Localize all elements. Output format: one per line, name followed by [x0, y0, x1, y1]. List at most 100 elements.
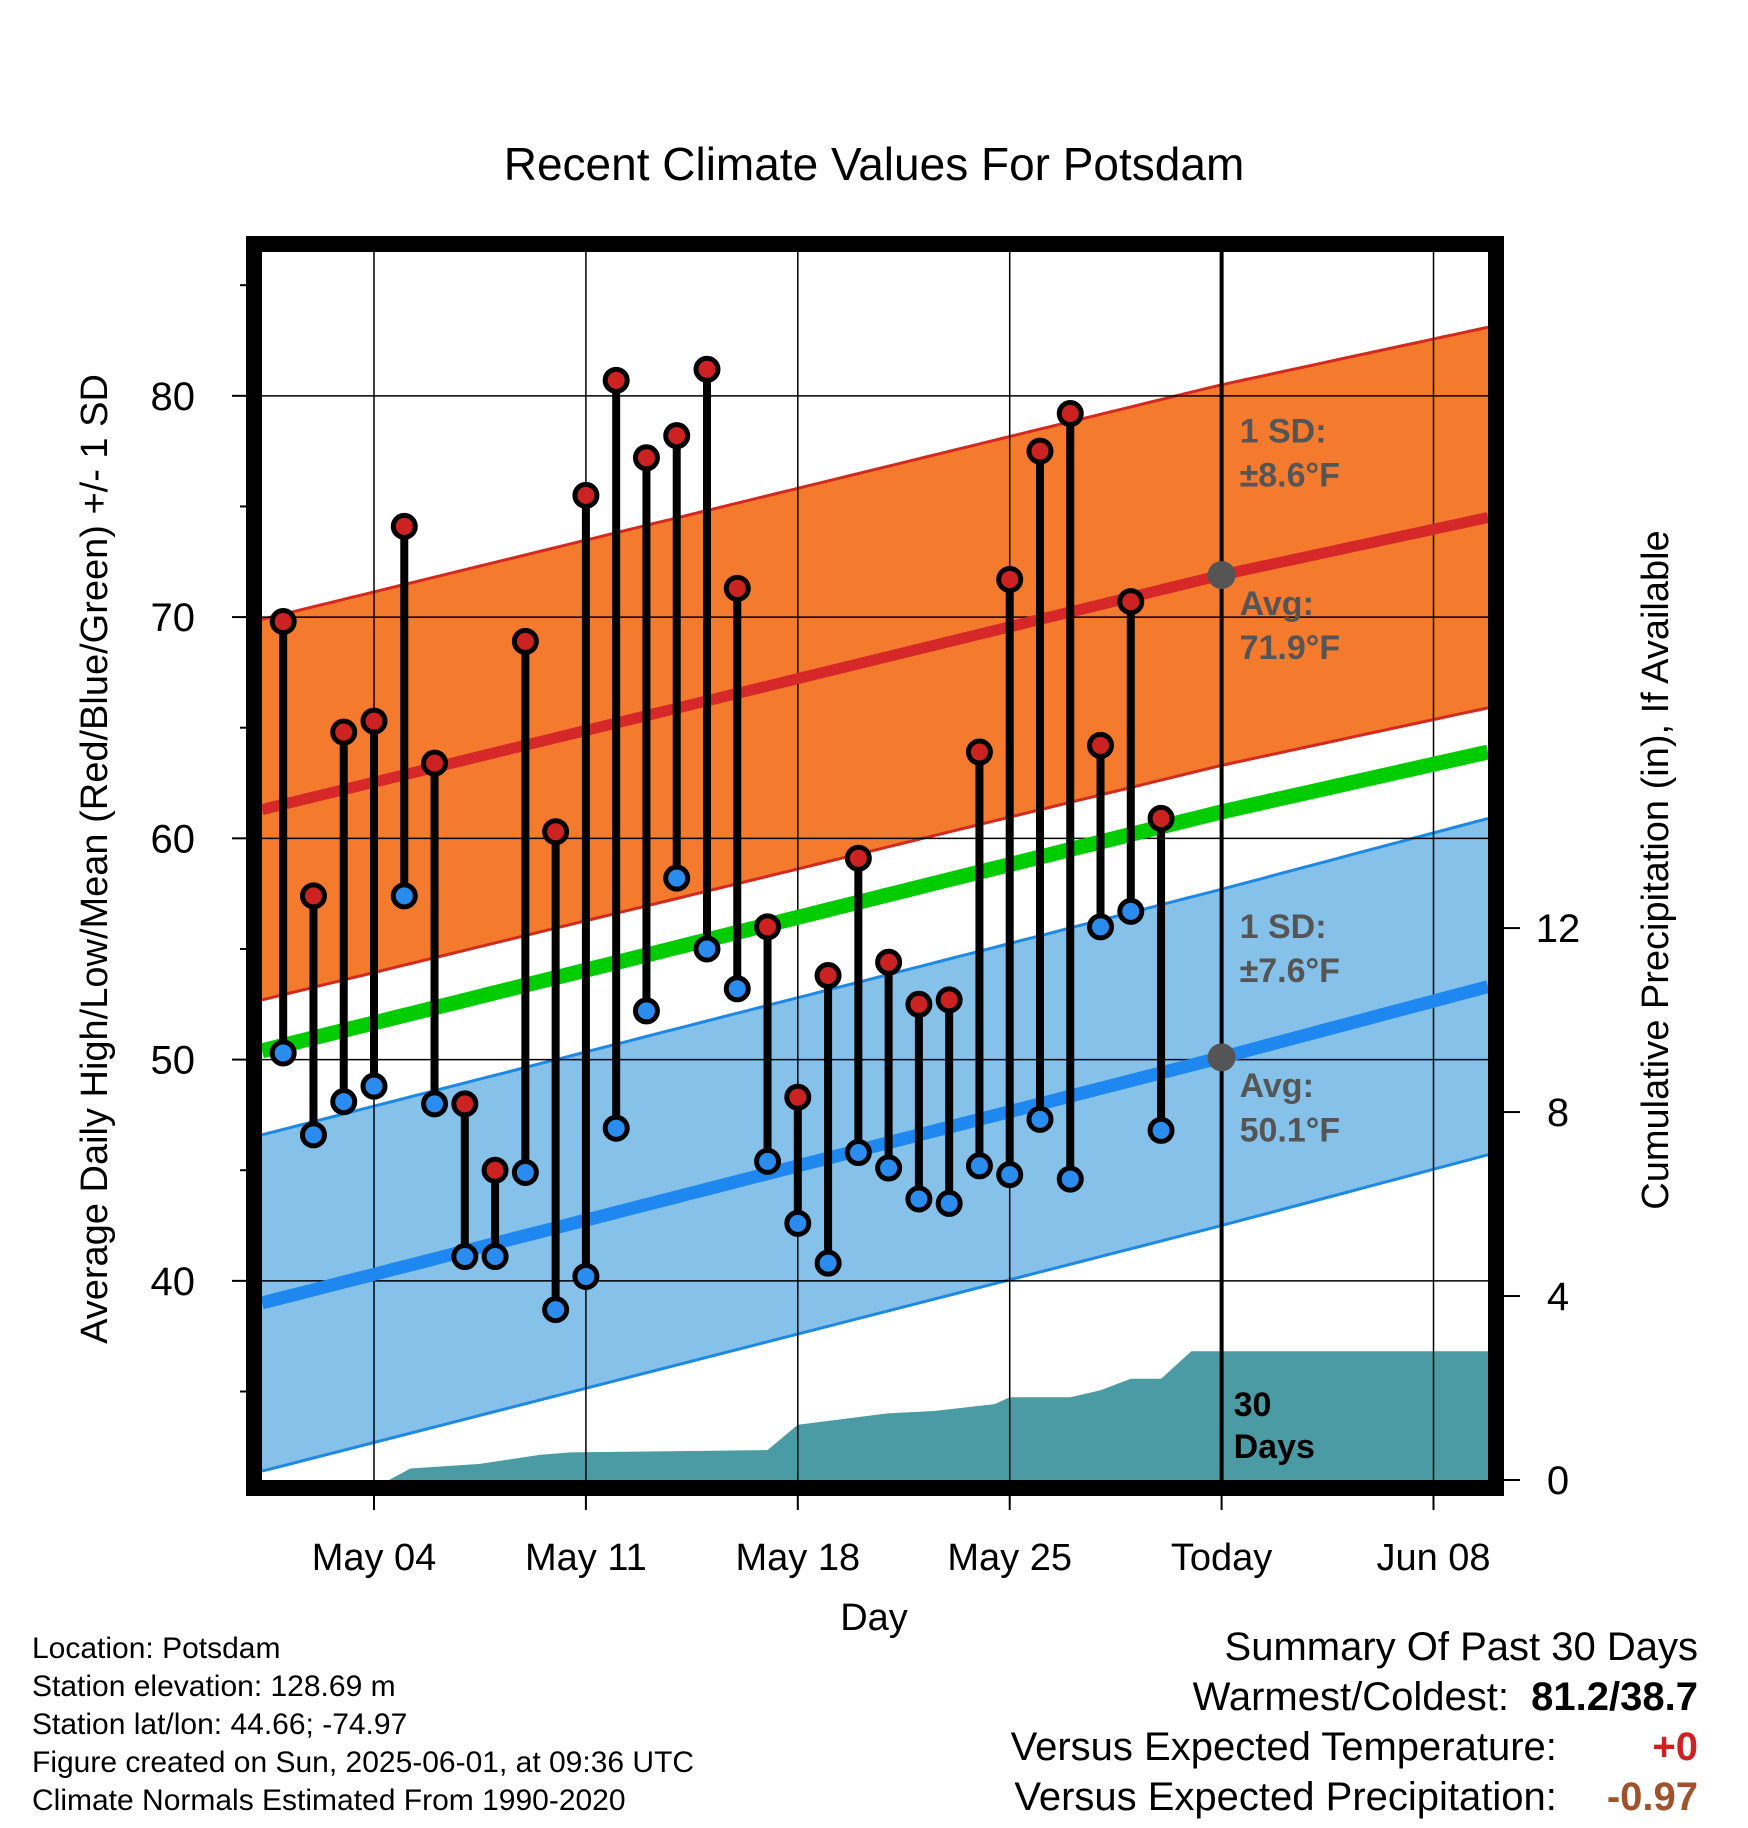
daily-high-point [996, 565, 1024, 593]
summary-warmest-value: 81.2/38.7 [1531, 1675, 1698, 1719]
x-tick-label: May 25 [947, 1537, 1072, 1579]
high-avg-value: 71.9°F [1240, 629, 1341, 667]
mean-avg-line [262, 744, 1488, 1059]
daily-high-point [390, 512, 418, 540]
x-tick-label: Today [1171, 1537, 1272, 1579]
precip-area [262, 1351, 1488, 1480]
daily-low-point [693, 935, 721, 963]
daily-low-point [1056, 1165, 1084, 1193]
high-avg-label: Avg: [1240, 585, 1314, 623]
summary-title: Summary Of Past 30 Days [1224, 1625, 1698, 1669]
summary-precip-value: -0.97 [1606, 1775, 1698, 1819]
summary-temp: Versus Expected Temperature: +0 [1011, 1725, 1698, 1770]
daily-low-point [481, 1243, 509, 1271]
info-created: Figure created on Sun, 2025-06-01, at 09… [32, 1746, 695, 1779]
chart-title: Recent Climate Values For Potsdam [504, 138, 1245, 190]
daily-low-point [299, 1121, 327, 1149]
daily-low-point [754, 1147, 782, 1175]
daily-low-point [511, 1158, 539, 1186]
high-avg-line [262, 512, 1488, 815]
period-unit-label: Days [1234, 1428, 1315, 1466]
summary-warmest: Warmest/Coldest: 81.2/38.7 [1193, 1675, 1698, 1720]
y-tick-label: 60 [151, 817, 196, 861]
x-tick-label: May 18 [735, 1537, 860, 1579]
today-high-avg-marker [1207, 561, 1236, 590]
daily-low-point [905, 1185, 933, 1213]
summary-temp-label: Versus Expected Temperature: [1010, 1725, 1557, 1769]
daily-low-point [390, 882, 418, 910]
low-sd-label: 1 SD: [1240, 908, 1327, 946]
y2-tick-label: 12 [1536, 907, 1581, 951]
info-elevation: Station elevation: 128.69 m [32, 1670, 396, 1703]
daily-high-point [360, 707, 388, 735]
daily-high-point [1056, 400, 1084, 428]
y-tick-label: 70 [151, 596, 196, 640]
high-sd-label: 1 SD: [1240, 412, 1327, 450]
y-tick-label: 40 [151, 1260, 196, 1304]
daily-high-point [269, 608, 297, 636]
high-sd-value: ±8.6°F [1240, 457, 1340, 495]
low-avg-label: Avg: [1240, 1067, 1314, 1105]
daily-high-point [511, 627, 539, 655]
daily-high-point [784, 1083, 812, 1111]
y2-axis-label: Cumulative Precipitation (in), If Availa… [1635, 530, 1677, 1209]
daily-high-point [451, 1090, 479, 1118]
daily-high-point [632, 444, 660, 472]
daily-low-point [784, 1209, 812, 1237]
daily-high-point [572, 481, 600, 509]
daily-low-point [1087, 913, 1115, 941]
daily-low-point [1117, 897, 1145, 925]
daily-high-point [299, 882, 327, 910]
y-tick-label: 80 [151, 375, 196, 419]
daily-low-point [421, 1090, 449, 1118]
daily-low-point [1147, 1116, 1175, 1144]
daily-high-point [723, 574, 751, 602]
daily-high-point [965, 738, 993, 766]
today-low-avg-marker [1207, 1043, 1236, 1072]
daily-low-point [269, 1039, 297, 1067]
summary-temp-value: +0 [1652, 1725, 1698, 1769]
daily-low-point [996, 1161, 1024, 1189]
daily-low-point [360, 1072, 388, 1100]
daily-high-point [481, 1156, 509, 1184]
low-sd-upper-edge [262, 816, 1488, 1137]
axes: 40 50 60 70 80 0 4 8 12 May 04 May 11 May 18 May 25 T… [151, 236, 1581, 1579]
daily-low-point [602, 1114, 630, 1142]
daily-low-point [663, 864, 691, 892]
daily-low-point [542, 1296, 570, 1324]
y2-tick-label: 8 [1547, 1091, 1569, 1135]
info-location: Location: Potsdam [32, 1632, 281, 1665]
daily-high-point [1026, 437, 1054, 465]
y-axis-label: Average Daily High/Low/Mean (Red/Blue/Gr… [74, 374, 116, 1344]
daily-high-point [1087, 731, 1115, 759]
daily-high-point [814, 962, 842, 990]
daily-high-point [935, 986, 963, 1014]
daily-high-point [330, 718, 358, 746]
plot-frame [246, 236, 1504, 1496]
daily-low-point [330, 1088, 358, 1116]
daily-high-point [1117, 588, 1145, 616]
daily-low-point [875, 1154, 903, 1182]
y-tick-label: 50 [151, 1039, 196, 1083]
daily-low-point [844, 1139, 872, 1167]
daily-high-point [754, 913, 782, 941]
x-tick-label: Jun 08 [1376, 1537, 1490, 1579]
y2-tick-label: 4 [1547, 1275, 1569, 1319]
daily-low-point [451, 1243, 479, 1271]
summary-warmest-label: Warmest/Coldest: [1192, 1675, 1509, 1719]
daily-low-point [935, 1189, 963, 1217]
daily-high-point [693, 355, 721, 383]
daily-high-point [875, 948, 903, 976]
info-latlon: Station lat/lon: 44.66; -74.97 [32, 1708, 408, 1741]
info-normals: Climate Normals Estimated From 1990-2020 [32, 1784, 626, 1817]
summary-precip: Versus Expected Precipitation: -0.97 [1014, 1775, 1698, 1820]
period-days-label: 30 [1234, 1386, 1272, 1424]
plot-area: 1 SD: ±8.6°F Avg: 71.9°F 1 SD: ±7.6°F Avg: 50.1… [262, 252, 1488, 1480]
daily-high-point [421, 749, 449, 777]
low-sd-lower-edge [262, 1153, 1488, 1473]
summary-precip-label: Versus Expected Precipitation: [1014, 1775, 1557, 1819]
daily-high-point [905, 990, 933, 1018]
y2-tick-label: 0 [1547, 1459, 1569, 1503]
daily-low-point [1026, 1105, 1054, 1133]
